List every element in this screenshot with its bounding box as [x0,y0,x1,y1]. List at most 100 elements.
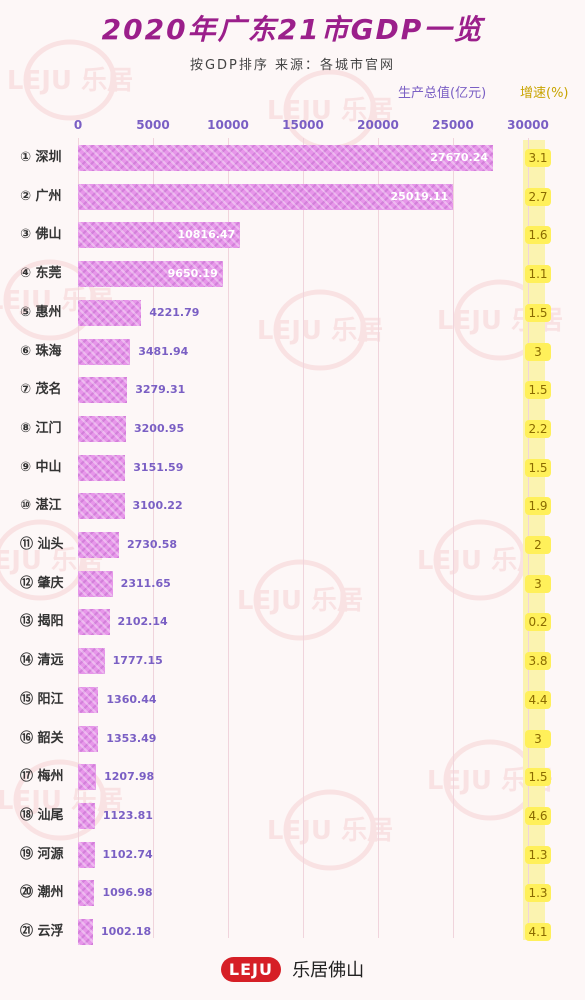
gdp-bar [78,532,119,558]
gdp-value-label: 4221.79 [149,300,199,326]
svg-text:LEJU 乐居: LEJU 乐居 [237,586,363,616]
city-label: ⑱ 汕尾 [20,803,64,829]
gdp-bar [78,726,98,752]
leju-watermark: LEJU 乐居 [257,292,383,368]
growth-value: 3 [525,730,551,748]
footer-brand: 乐居佛山 [292,956,364,982]
gdp-bar [78,842,95,868]
gdp-bar [78,455,125,481]
gdp-bar [78,571,113,597]
growth-value: 3.1 [525,149,551,167]
city-label: ⑥ 珠海 [20,339,62,365]
growth-value: 3.8 [525,652,551,670]
gdp-value-label: 1360.44 [106,687,156,713]
gdp-value-label: 1102.74 [103,842,153,868]
gdp-bar [78,609,110,635]
growth-value: 1.3 [525,846,551,864]
city-label: ④ 东莞 [20,261,62,287]
growth-value: 2 [525,536,551,554]
gdp-value-label: 1207.98 [104,764,154,790]
gdp-column-header: 生产总值(亿元) [398,82,486,101]
gdp-value-label: 9650.19 [133,261,218,287]
gdp-bar [78,416,126,442]
gdp-value-label: 3151.59 [133,455,183,481]
leju-watermark: LEJU 乐居 [267,72,393,148]
chart-title: 2020年广东21市GDP一览 [0,8,585,48]
gdp-bar [78,687,98,713]
gdp-value-label: 2730.58 [127,532,177,558]
gdp-value-label: 1123.81 [103,803,153,829]
gridline [453,138,454,938]
city-label: ⑭ 清远 [20,648,64,674]
x-tick-label: 5000 [136,118,169,132]
gridline [228,138,229,938]
growth-value: 1.6 [525,226,551,244]
city-label: ① 深圳 [20,145,62,171]
x-tick-label: 20000 [357,118,399,132]
city-label: ② 广州 [20,184,62,210]
city-label: ⑧ 江门 [20,416,62,442]
svg-text:LEJU 乐居: LEJU 乐居 [257,316,383,346]
gdp-bar [78,339,130,365]
gdp-bar [78,648,105,674]
x-tick-label: 10000 [207,118,249,132]
growth-value: 3 [525,575,551,593]
gdp-value-label: 3100.22 [133,493,183,519]
growth-value: 1.5 [525,459,551,477]
city-label: ⑨ 中山 [20,455,62,481]
gdp-value-label: 1002.18 [101,919,151,945]
city-label: ⑦ 茂名 [20,377,62,403]
city-label: ⑬ 揭阳 [20,609,64,635]
x-tick-label: 30000 [507,118,549,132]
gdp-value-label: 27670.24 [403,145,488,171]
growth-value: 2.2 [525,420,551,438]
gridline [378,138,379,938]
gdp-value-label: 1353.49 [106,726,156,752]
growth-value: 3 [525,343,551,361]
growth-value: 1.5 [525,768,551,786]
leju-watermark: LEJU 乐居 [267,792,393,868]
city-label: ㉑ 云浮 [20,919,64,945]
leju-logo: LEJU [221,957,281,982]
city-label: ⑰ 梅州 [20,764,64,790]
city-label: ⑩ 湛江 [20,493,62,519]
city-label: ⑯ 韶关 [20,726,64,752]
growth-column-header: 增速(%) [520,82,569,101]
gdp-value-label: 1096.98 [102,880,152,906]
city-label: ⑲ 河源 [20,842,64,868]
x-tick-label: 25000 [432,118,474,132]
city-label: ⑤ 惠州 [20,300,62,326]
gdp-bar [78,764,96,790]
gdp-bar [78,377,127,403]
gdp-value-label: 1777.15 [113,648,163,674]
gdp-value-label: 3481.94 [138,339,188,365]
city-label: ③ 佛山 [20,222,62,248]
gdp-value-label: 2102.14 [118,609,168,635]
growth-value: 2.7 [525,188,551,206]
growth-value: 4.4 [525,691,551,709]
growth-value: 1.1 [525,265,551,283]
city-label: ⑳ 潮州 [20,880,64,906]
chart-subtitle: 按GDP排序 来源：各城市官网 [0,54,585,73]
gdp-value-label: 2311.65 [121,571,171,597]
growth-value: 1.9 [525,497,551,515]
growth-value: 1.3 [525,884,551,902]
gdp-bar [78,880,94,906]
growth-value: 1.5 [525,304,551,322]
growth-value: 0.2 [525,613,551,631]
gdp-value-label: 10816.47 [150,222,235,248]
gridline [303,138,304,938]
leju-watermark: LEJU 乐居 [237,562,363,638]
growth-value: 4.6 [525,807,551,825]
growth-value: 1.5 [525,381,551,399]
gdp-value-label: 3279.31 [135,377,185,403]
city-label: ⑮ 阳江 [20,687,64,713]
city-label: ⑪ 汕头 [20,532,64,558]
x-tick-label: 15000 [282,118,324,132]
gdp-value-label: 25019.11 [363,184,448,210]
svg-text:LEJU 乐居: LEJU 乐居 [267,816,393,846]
gdp-bar [78,919,93,945]
city-label: ⑫ 肇庆 [20,571,64,597]
gdp-bar [78,493,125,519]
growth-value: 4.1 [525,923,551,941]
